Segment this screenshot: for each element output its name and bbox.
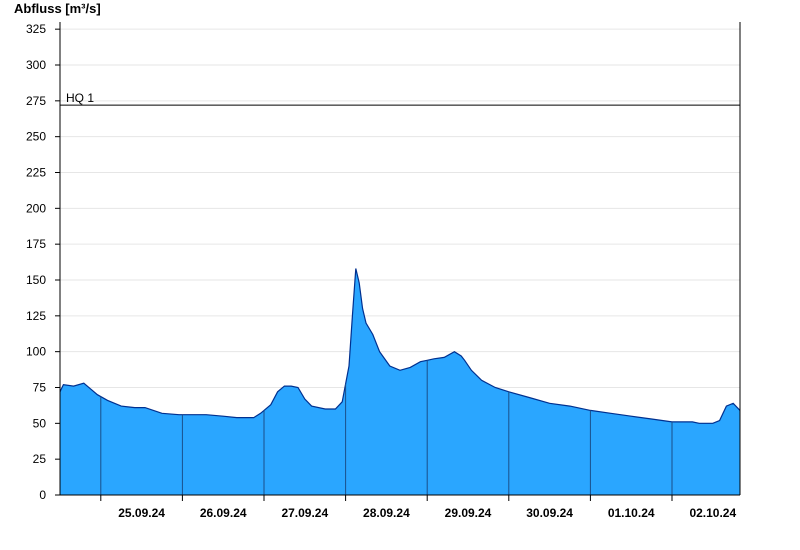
x-tick-label: 29.09.24 — [445, 506, 492, 520]
x-tick-label: 28.09.24 — [363, 506, 410, 520]
y-tick-label: 300 — [26, 58, 46, 72]
y-axis-label: Abfluss [m³/s] — [14, 1, 101, 16]
y-tick-label: 175 — [26, 237, 46, 251]
hq1-label: HQ 1 — [66, 91, 94, 105]
hq1-reference: HQ 1 — [60, 91, 740, 106]
y-tick-label: 325 — [26, 22, 46, 36]
y-tick-label: 275 — [26, 94, 46, 108]
y-tick-label: 25 — [33, 452, 47, 466]
y-tick-label: 0 — [39, 488, 46, 502]
day-separators — [100, 360, 673, 495]
y-ticks: 0 25 50 75 100 125 150 175 200 225 250 275 300 325 — [26, 22, 60, 502]
x-tick-label: 27.09.24 — [281, 506, 328, 520]
x-tick-label: 02.10.24 — [689, 506, 736, 520]
y-tick-label: 150 — [26, 273, 46, 287]
gridlines — [60, 28, 740, 460]
y-tick-label: 225 — [26, 166, 46, 180]
x-tick-label: 01.10.24 — [608, 506, 655, 520]
y-tick-label: 200 — [26, 201, 46, 215]
x-ticks: 25.09.24 26.09.24 27.09.24 28.09.24 29.09.24… — [100, 495, 736, 520]
y-tick-label: 100 — [26, 345, 46, 359]
y-tick-label: 50 — [33, 416, 47, 430]
discharge-line — [59, 268, 741, 424]
y-tick-label: 250 — [26, 130, 46, 144]
discharge-area — [60, 268, 740, 495]
y-tick-label: 75 — [33, 381, 47, 395]
x-tick-label: 26.09.24 — [200, 506, 247, 520]
x-tick-label: 25.09.24 — [118, 506, 165, 520]
x-tick-label: 30.09.24 — [526, 506, 573, 520]
y-tick-label: 125 — [26, 309, 46, 323]
